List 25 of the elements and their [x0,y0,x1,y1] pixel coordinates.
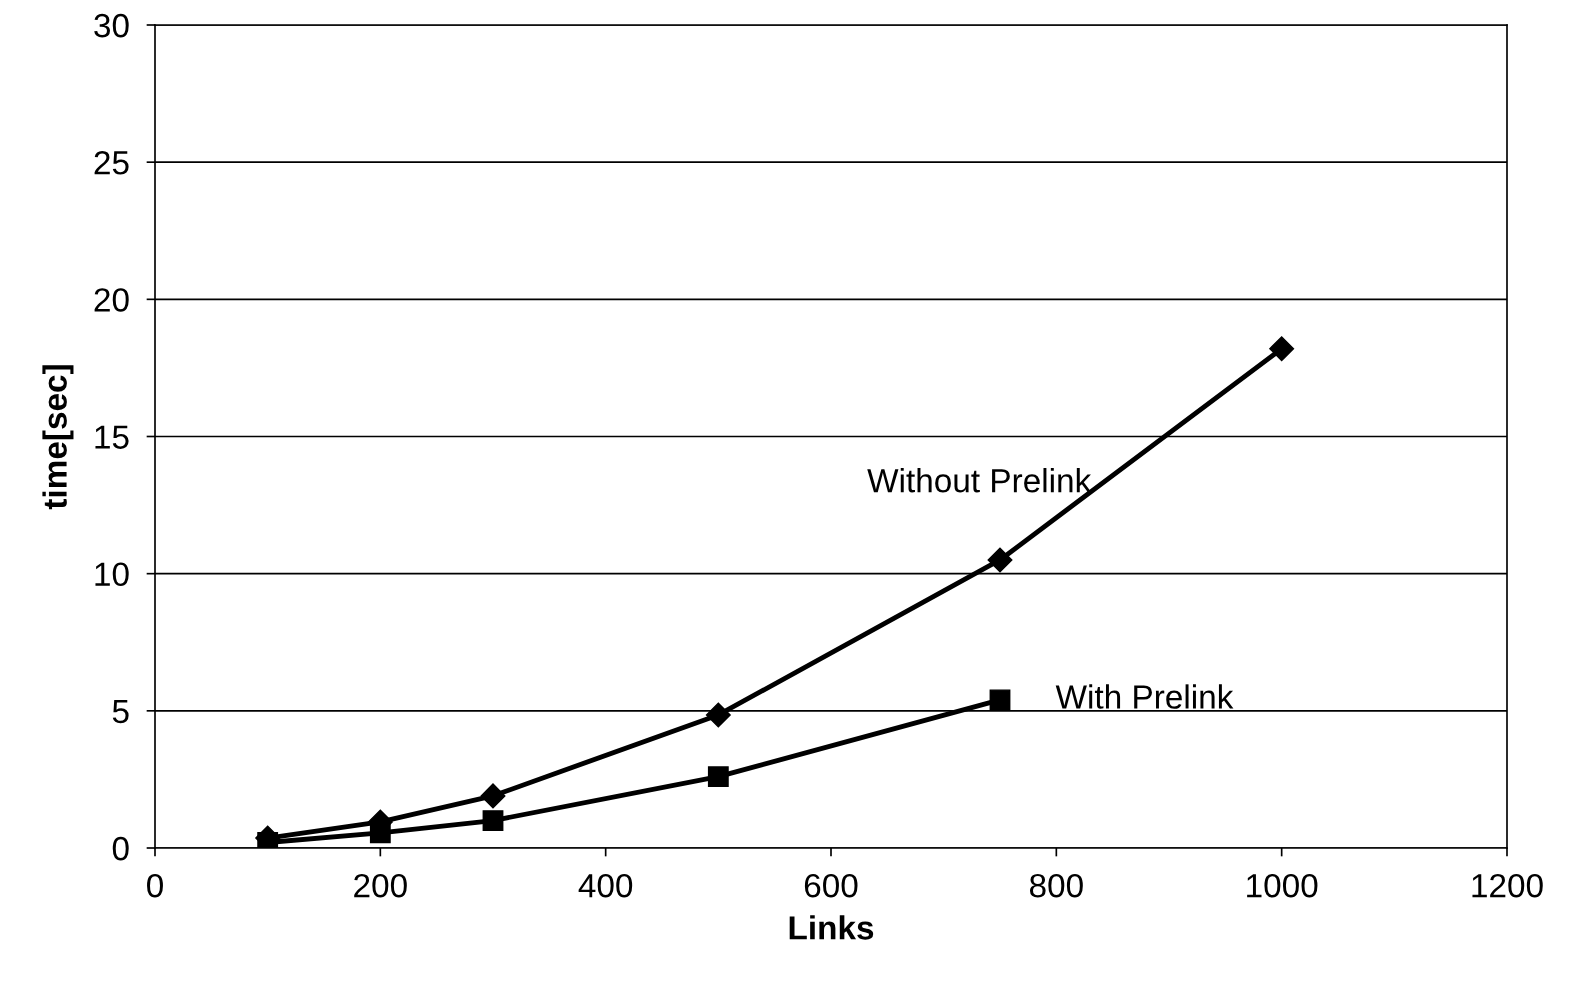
point [482,810,504,831]
point [707,766,729,788]
point [987,547,1013,573]
y-tick-label: 5 [112,699,129,724]
point [480,783,506,809]
x-tick-label: 400 [578,873,633,898]
y-tick-label: 25 [94,150,129,175]
x-axis-title: Links [789,915,874,940]
point [989,689,1011,711]
y-tick-label: 30 [94,13,129,38]
series-label: With Prelink [1055,684,1234,709]
x-tick-label: 600 [804,873,858,898]
x-tick-label: 0 [147,873,163,898]
series-label: Without Prelink [867,468,1092,493]
y-tick-label: 10 [95,562,129,587]
y-tick-label: 15 [95,425,129,449]
y-axis-title: time[sec] [42,365,74,510]
x-tick-label: 200 [354,873,407,898]
point [705,702,731,728]
y-tick-label: 20 [94,288,129,312]
point [1269,336,1295,362]
x-tick-label: 800 [1029,873,1083,898]
x-tick-label: 1000 [1247,873,1318,898]
x-tick-label: 1200 [1472,873,1543,898]
y-tick-label: 0 [112,836,129,861]
